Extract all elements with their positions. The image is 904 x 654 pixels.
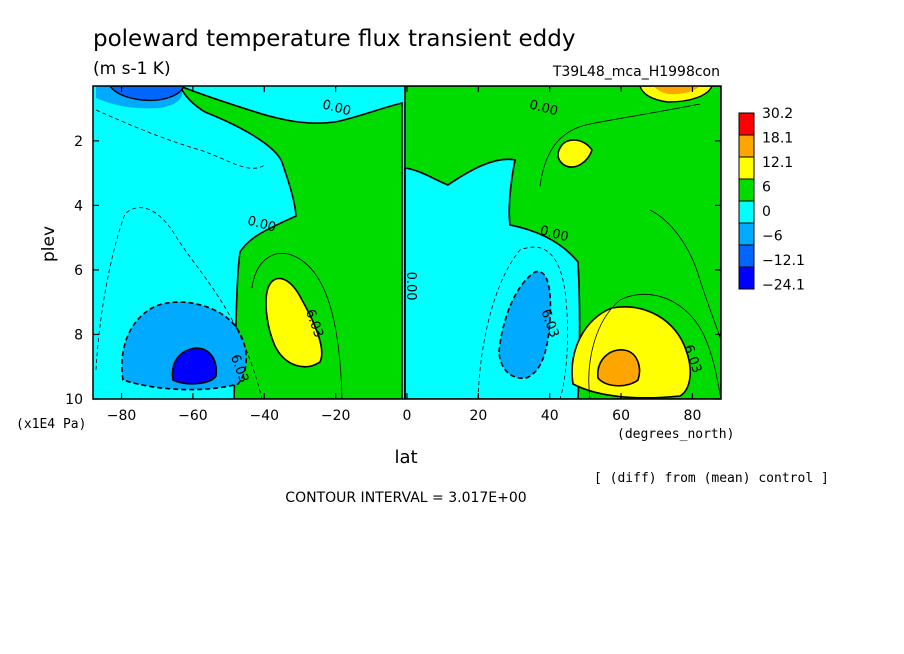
contour-label: 0.00 [403, 272, 418, 301]
x-tick-label: 0 [403, 408, 412, 424]
legend-swatch [738, 112, 755, 136]
band-positive-sh-yellow [265, 277, 323, 368]
x-tick-label: 40 [541, 408, 559, 424]
contour-thin-sh-3 [251, 252, 343, 399]
band-positive-nh-upper [557, 139, 593, 168]
band-strong-positive-nh [597, 349, 641, 387]
contour-label: 0.00 [321, 97, 353, 119]
x-tick-label: −20 [321, 408, 351, 424]
legend-label: −24.1 [762, 278, 805, 294]
y-axis-label: plev [39, 226, 59, 262]
band-strong-negative-sh [171, 347, 218, 385]
legend-swatch [738, 200, 755, 224]
y-axis-ticks: 2 4 6 8 10 [65, 134, 721, 408]
contour-thin-sh-2 [95, 109, 266, 169]
experiment-label: T39L48_mca_H1998con [552, 64, 720, 80]
units-label: (m s-1 K) [93, 59, 171, 79]
legend-swatch [738, 266, 755, 290]
legend-swatch [738, 178, 755, 202]
x-tick-label: −80 [107, 408, 137, 424]
diff-note: [ (diff) from (mean) control ] [594, 471, 829, 486]
contour-thin-nh-4 [649, 209, 721, 341]
contour-interval-label: CONTOUR INTERVAL = 3.017E+00 [285, 490, 526, 506]
plot-area: 0.00 0.000.00 0.000.006.03 6.036.03 6.03 [93, 86, 721, 399]
x-axis-units: (degrees_north) [617, 427, 734, 442]
contour-thin-nh-1 [477, 246, 569, 399]
y-tick-label: 8 [74, 327, 83, 343]
legend-label: 30.2 [762, 106, 793, 122]
legend-label: 0 [762, 204, 771, 220]
x-tick-label: 60 [612, 408, 630, 424]
y-axis-units: (x1E4 Pa) [16, 417, 86, 432]
y-tick-label: 6 [74, 263, 83, 279]
contour-thin-nh-3 [539, 103, 701, 187]
contour-label: 0.00 [538, 223, 570, 245]
color-legend: 30.2 18.1 12.1 6 0 −6 −12.1 −24.1 [738, 106, 805, 294]
legend-label: 18.1 [762, 131, 793, 147]
y-tick-label: 2 [74, 134, 83, 150]
legend-swatch [738, 222, 755, 246]
band-positive-left [179, 86, 403, 399]
band-strong-positive-nh-top [654, 86, 700, 95]
y-tick-label: 10 [65, 392, 83, 408]
legend-label: −12.1 [762, 253, 805, 269]
legend-label: 12.1 [762, 155, 793, 171]
contour-labels: 0.00 0.000.00 0.000.006.03 6.036.03 6.03 [227, 97, 704, 384]
legend-label: −6 [762, 229, 783, 245]
band-strong-negative-sh-top [109, 86, 185, 102]
y-tick-label: 4 [74, 198, 83, 214]
legend-swatch [738, 244, 755, 268]
contour-label: 0.00 [528, 97, 560, 119]
contour-thin-sh-1 [95, 207, 263, 399]
legend-swatch [738, 156, 755, 180]
x-tick-label: 20 [469, 408, 487, 424]
legend-swatch [738, 134, 755, 158]
x-tick-label: −40 [249, 408, 279, 424]
legend-label: 6 [762, 180, 771, 196]
contour-thin-nh-2 [588, 293, 721, 399]
contour-label: 0.00 [246, 214, 278, 236]
x-tick-label: −60 [178, 408, 208, 424]
x-tick-label: 80 [684, 408, 702, 424]
x-axis-label: lat [394, 447, 417, 468]
band-negative-nh-low [498, 270, 552, 379]
x-axis-ticks: −80 −60 −40 −20 0 20 40 60 80 [107, 86, 702, 424]
chart-title: poleward temperature flux transient eddy [93, 26, 575, 52]
